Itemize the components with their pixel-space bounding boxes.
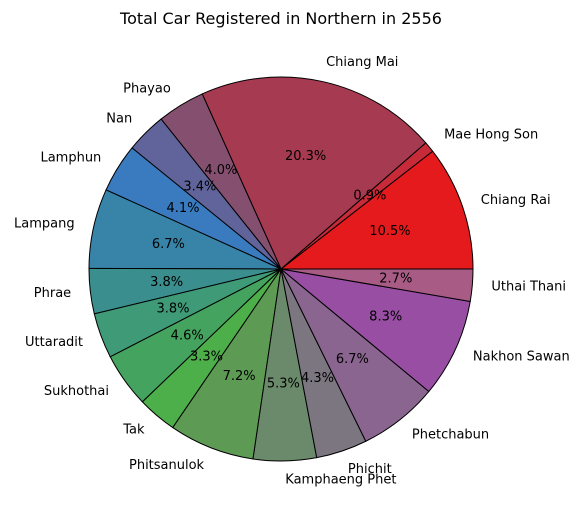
slice-label-phetchabun: Phetchabun xyxy=(412,427,489,442)
slice-label-uthai-thani: Uthai Thani xyxy=(491,279,566,294)
slice-label-uttaradit: Uttaradit xyxy=(25,335,83,350)
pie-slices xyxy=(88,76,474,462)
slice-label-lampang: Lampang xyxy=(14,217,75,232)
chart-title: Total Car Registered in Northern in 2556 xyxy=(119,9,442,28)
pct-label-kamphaeng-phet: 5.3% xyxy=(267,377,300,392)
pct-label-phitsanulok: 7.2% xyxy=(223,369,256,384)
pct-label-chiang-mai: 20.3% xyxy=(285,149,326,164)
pct-label-sukhothai: 4.6% xyxy=(171,328,204,343)
pct-label-lamphun: 4.1% xyxy=(166,201,199,216)
pie-slice-uthai-thani xyxy=(280,268,474,303)
slice-label-phrae: Phrae xyxy=(34,286,71,301)
pct-label-chiang-rai: 10.5% xyxy=(369,224,410,239)
slice-label-phayao: Phayao xyxy=(123,81,171,96)
slice-label-mae-hong-son: Mae Hong Son xyxy=(444,127,538,142)
pct-label-mae-hong-son: 0.9% xyxy=(353,188,386,203)
slice-label-kamphaeng-phet: Kamphaeng Phet xyxy=(285,473,396,488)
slice-label-chiang-rai: Chiang Rai xyxy=(481,193,551,208)
slice-label-phichit: Phichit xyxy=(348,462,392,477)
pie-slice-nakhon-sawan xyxy=(279,268,471,393)
pie-labels: 10.5% Chiang Rai 0.9% Mae Hong Son 20.3% Chia… xyxy=(14,55,570,488)
pct-label-phetchabun: 6.7% xyxy=(336,352,369,367)
pie-slice-chiang-mai xyxy=(201,76,427,270)
pct-label-phrae: 3.8% xyxy=(150,275,183,290)
pct-label-phichit: 4.3% xyxy=(301,371,334,386)
pct-label-tak: 3.3% xyxy=(190,349,223,364)
slice-label-lamphun: Lamphun xyxy=(40,151,101,166)
pct-label-phayao: 4.0% xyxy=(204,163,237,178)
slice-label-tak: Tak xyxy=(122,423,145,438)
slice-label-nakhon-sawan: Nakhon Sawan xyxy=(473,350,570,365)
slice-label-chiang-mai: Chiang Mai xyxy=(326,55,398,70)
pct-label-uthai-thani: 2.7% xyxy=(379,271,412,286)
pct-label-uttaradit: 3.8% xyxy=(156,302,189,317)
pct-label-nakhon-sawan: 8.3% xyxy=(369,310,402,325)
slice-label-sukhothai: Sukhothai xyxy=(44,384,109,399)
pie-slice-chiang-rai xyxy=(279,150,474,270)
pct-label-lampang: 6.7% xyxy=(152,237,185,252)
slice-label-phitsanulok: Phitsanulok xyxy=(129,458,205,473)
pct-label-nan: 3.4% xyxy=(183,180,216,195)
slice-label-nan: Nan xyxy=(106,112,132,127)
